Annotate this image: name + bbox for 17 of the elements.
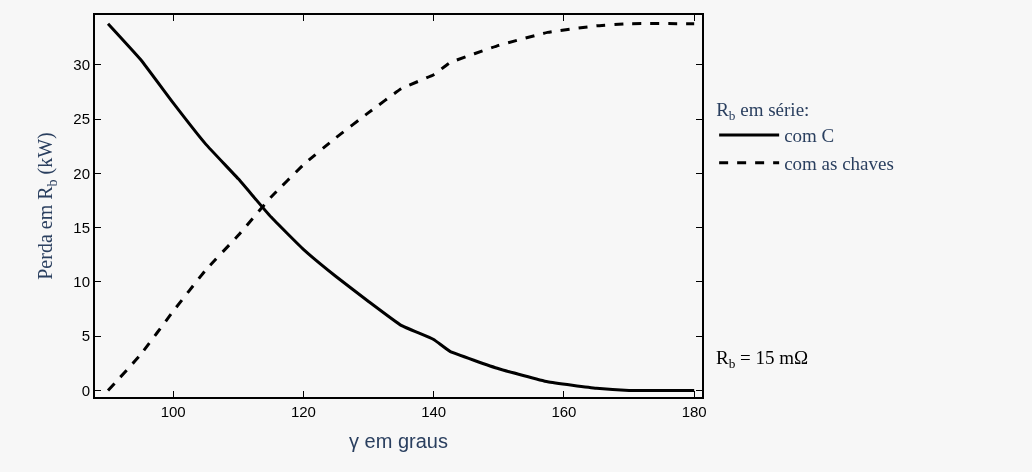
x-tick-label: 160 — [551, 403, 577, 420]
y-tick-label: 5 — [81, 327, 90, 345]
x-axis-title: γ em graus — [349, 430, 448, 452]
x-tick-label: 120 — [290, 403, 316, 420]
x-tick-label: 180 — [681, 403, 707, 420]
x-tick-label: 100 — [160, 403, 186, 420]
y-tick-label: 10 — [73, 273, 90, 291]
legend-title: R$_{b}$ em série: — [716, 99, 810, 124]
y-tick-label: 25 — [73, 110, 90, 128]
y-tick-label: 15 — [73, 218, 90, 236]
legend-label: com C — [784, 125, 835, 147]
text: R$_{b}$ = 15 mΩ — [716, 347, 809, 371]
x-tick-label: 140 — [421, 403, 447, 420]
y-tick-label: 20 — [73, 164, 90, 182]
y-tick-label: 30 — [73, 56, 90, 74]
y-tick-label: 0 — [81, 381, 90, 399]
legend-label: com as chaves — [784, 153, 894, 175]
